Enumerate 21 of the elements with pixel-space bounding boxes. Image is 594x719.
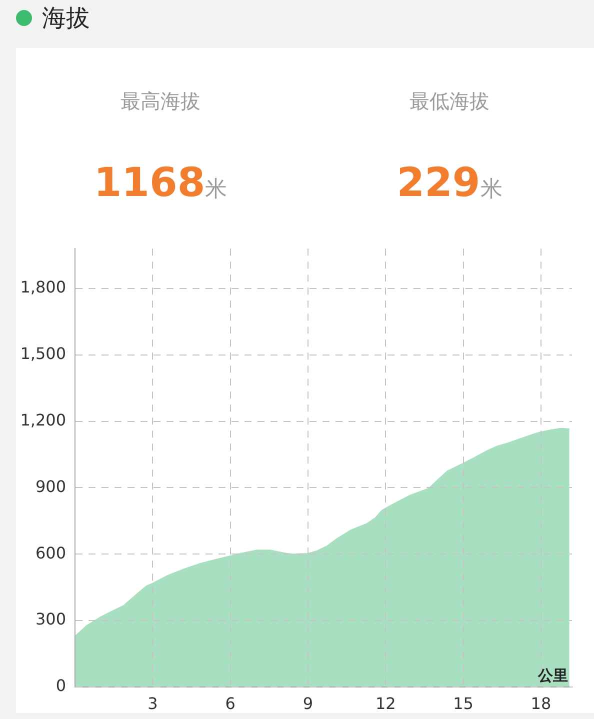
x-tick-label: 3 <box>148 694 158 713</box>
text: 米 <box>480 177 502 202</box>
x-tick-label: 12 <box>375 694 396 713</box>
x-tick-label: 18 <box>530 694 552 713</box>
x-tick-label: 9 <box>302 694 314 713</box>
text: 米 <box>205 177 228 202</box>
y-tick-label: 1,800 <box>20 278 66 297</box>
y-tick-label: 1,500 <box>20 344 66 364</box>
text: 最高海拔 <box>120 88 202 115</box>
x-axis-title: 公里 <box>537 666 568 684</box>
x-tick-label: 15 <box>453 694 474 713</box>
chart-title: 海拔 <box>42 3 90 33</box>
x-tick-label: 6 <box>225 694 236 713</box>
text: 最低海拔 <box>408 88 490 115</box>
y-tick-label: 0 <box>56 676 66 696</box>
y-tick-label: 300 <box>35 610 66 629</box>
y-tick-label: 900 <box>35 476 66 496</box>
text: 229 <box>396 160 480 206</box>
y-tick-label: 600 <box>35 543 66 562</box>
text: 1168 <box>94 160 206 206</box>
y-tick-label: 1,200 <box>20 410 66 430</box>
